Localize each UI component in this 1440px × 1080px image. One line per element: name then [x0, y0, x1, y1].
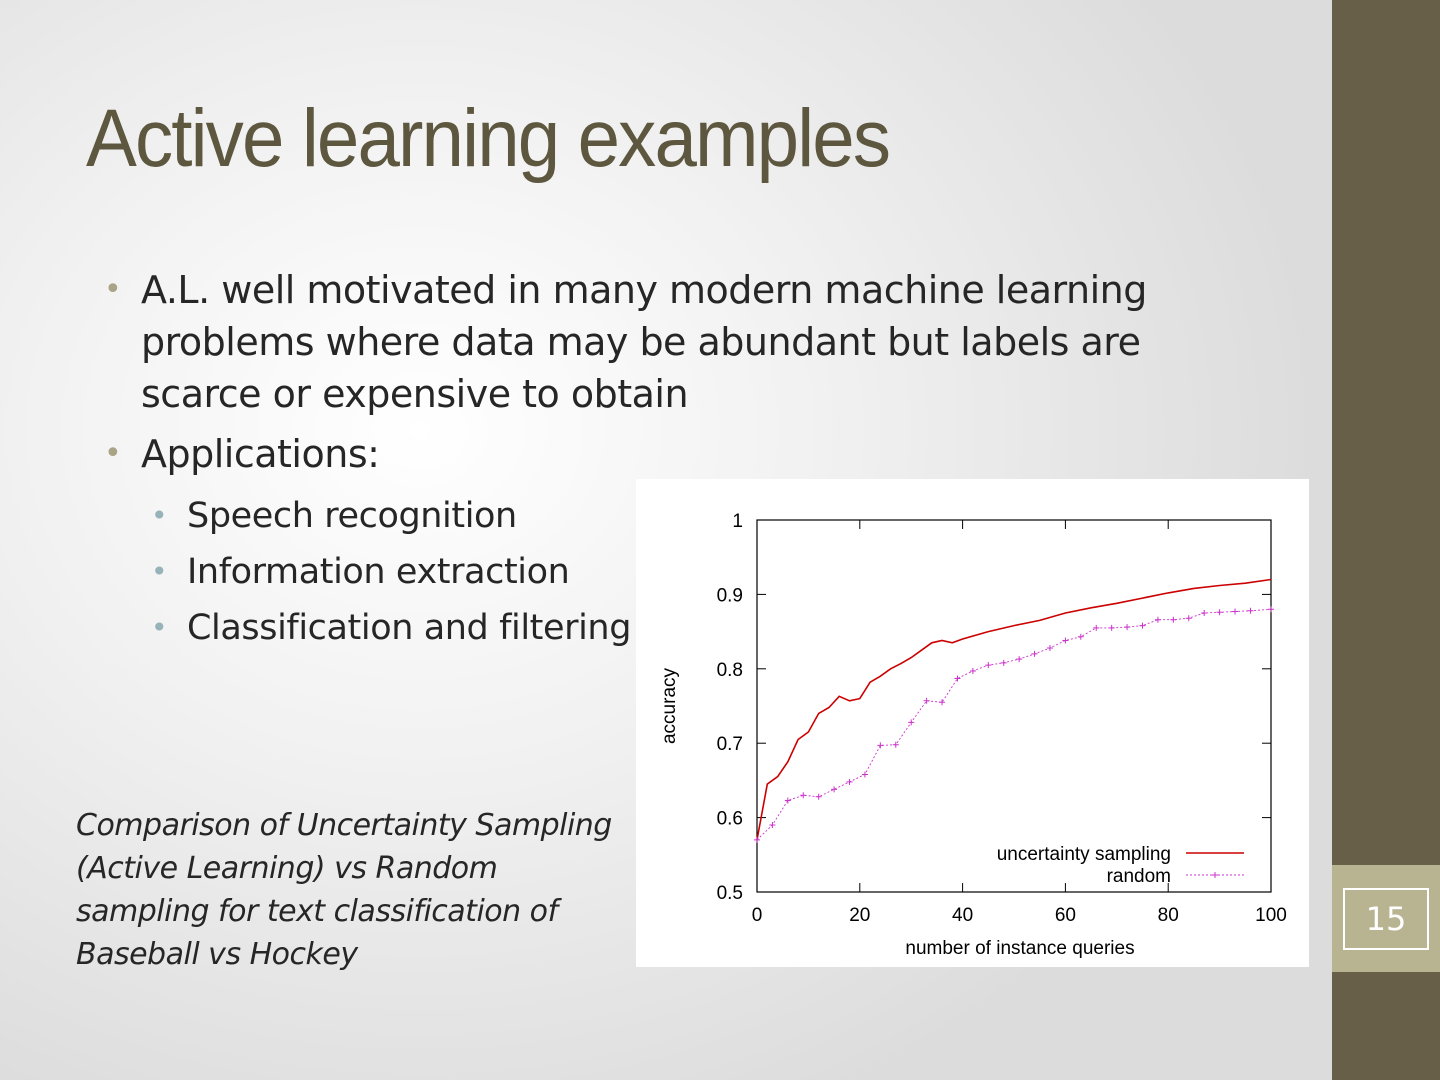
x-tick-label: 60	[1055, 905, 1076, 926]
sub-bullet-item: • Information extraction	[104, 544, 1224, 600]
random-point-marker	[939, 699, 946, 706]
x-tick-label: 80	[1158, 905, 1179, 926]
bullet-item: • Applications:	[104, 428, 1224, 480]
sub-bullet-dot-icon: •	[151, 555, 168, 588]
random-point-marker	[1139, 622, 1146, 629]
random-point-marker	[815, 793, 822, 800]
y-tick-label: 0.5	[717, 883, 743, 904]
y-tick-label: 1	[732, 511, 743, 532]
random-point-marker	[1108, 624, 1115, 631]
x-tick-label: 0	[752, 905, 763, 926]
random-point-marker	[754, 836, 760, 843]
random-point-marker	[892, 741, 899, 748]
random-point-marker	[969, 668, 976, 675]
y-tick-label: 0.8	[717, 660, 743, 681]
random-point-marker	[877, 742, 884, 749]
random-point-marker	[846, 778, 853, 785]
y-tick-label: 0.7	[717, 734, 743, 755]
bullet-text: A.L. well motivated in many modern machi…	[141, 268, 1147, 416]
random-point-marker	[769, 822, 776, 829]
random-point-marker	[908, 719, 915, 726]
random-point-marker	[1201, 610, 1208, 616]
bullet-dot-icon: •	[104, 436, 122, 471]
x-tick-label: 100	[1255, 905, 1287, 926]
legend-label-uncertainty-sampling: uncertainty sampling	[997, 844, 1171, 865]
series-line-random	[756, 608, 1272, 841]
page-number-band	[1332, 865, 1440, 972]
accuracy-chart: 0.5 0.6 0.7 0.8 0.9 1 0 20 40 60 80 100 number of in…	[636, 479, 1309, 967]
legend-marker-random	[1212, 872, 1218, 878]
random-point-marker	[1170, 616, 1177, 623]
sub-bullet-dot-icon: •	[151, 499, 168, 532]
random-point-marker	[1232, 608, 1239, 615]
legend-label-random: random	[1107, 866, 1171, 887]
random-point-marker	[1062, 637, 1069, 644]
random-point-marker	[1124, 624, 1131, 631]
random-point-marker	[1031, 650, 1038, 657]
caption-line: sampling for text classification of	[76, 894, 558, 929]
y-axis-label: accuracy	[659, 667, 680, 744]
bullet-text: Applications:	[141, 432, 380, 476]
random-point-marker	[831, 786, 838, 793]
y-tick-label: 0.6	[717, 809, 743, 830]
bullet-item: • A.L. well motivated in many modern mac…	[104, 264, 1224, 420]
random-point-marker	[1016, 656, 1023, 663]
random-point-marker	[1000, 659, 1007, 666]
sub-bullet-item: • Classification and filtering	[104, 600, 1224, 656]
caption-line: Baseball vs Hockey	[76, 937, 358, 972]
random-point-marker	[1077, 633, 1084, 640]
random-point-marker	[1247, 607, 1254, 614]
random-point-marker	[784, 797, 791, 804]
sub-bullet-text: Information extraction	[187, 552, 570, 592]
caption-line: Comparison of Uncertainty Sampling	[76, 808, 612, 843]
random-point-marker	[800, 792, 807, 799]
sub-bullet-text: Classification and filtering	[187, 608, 632, 648]
bullet-dot-icon: •	[104, 272, 122, 307]
random-point-marker	[1046, 644, 1053, 651]
random-point-marker	[1185, 615, 1192, 622]
sub-bullet-dot-icon: •	[151, 611, 168, 644]
random-point-marker	[1154, 616, 1161, 623]
y-tick-label: 0.9	[717, 585, 743, 606]
random-point-marker	[923, 697, 930, 704]
x-tick-label: 40	[952, 905, 973, 926]
random-point-marker	[985, 662, 992, 669]
x-axis-label: number of instance queries	[905, 938, 1134, 959]
series-line-uncertainty-sampling	[756, 578, 1272, 841]
random-point-marker	[1093, 624, 1100, 631]
figure-caption: Comparison of Uncertainty Sampling (Acti…	[76, 804, 676, 976]
plot-frame	[756, 519, 1272, 893]
sub-bullet-text: Speech recognition	[187, 496, 517, 536]
page-number: 15	[1343, 888, 1429, 950]
bullet-list: • A.L. well motivated in many modern mac…	[104, 264, 1224, 656]
caption-line: (Active Learning) vs Random	[76, 851, 498, 886]
slide-title: Active learning examples	[86, 93, 891, 184]
random-point-marker	[1216, 609, 1223, 616]
chart-svg: 0.5 0.6 0.7 0.8 0.9 1 0 20 40 60 80 100 number of in…	[659, 511, 1287, 959]
sub-bullet-item: • Speech recognition	[104, 488, 1224, 544]
random-point-marker	[954, 675, 961, 682]
x-tick-label: 20	[849, 905, 870, 926]
random-point-marker	[1268, 606, 1274, 613]
random-point-marker	[861, 771, 868, 778]
